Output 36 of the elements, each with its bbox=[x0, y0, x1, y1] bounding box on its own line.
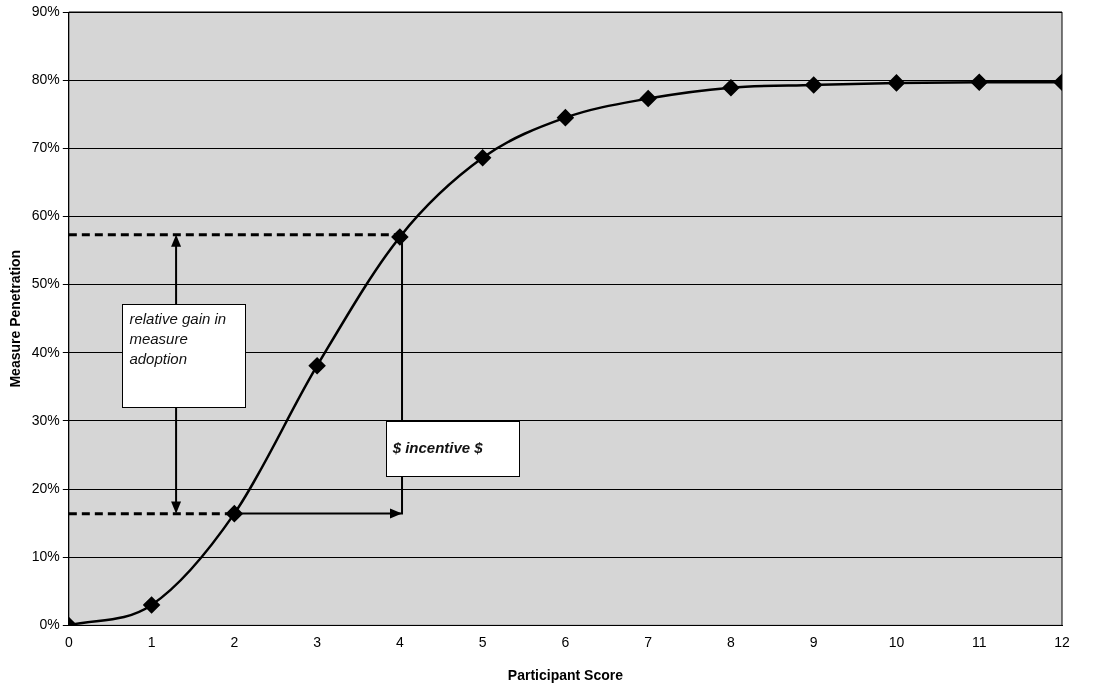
y-axis-title: Measure Penetration bbox=[7, 249, 24, 388]
point bbox=[639, 90, 657, 107]
x-tick-label: 2 bbox=[230, 633, 239, 650]
y-tick-label: 70% bbox=[31, 139, 60, 156]
y-tick-label: 40% bbox=[31, 343, 60, 360]
x-tick-label: 7 bbox=[644, 633, 653, 650]
x-tick-label: 8 bbox=[727, 633, 736, 650]
point bbox=[888, 74, 905, 92]
y-tick-label: 60% bbox=[31, 207, 60, 224]
x-tick-label: 5 bbox=[478, 633, 487, 650]
x-tick-label: 0 bbox=[64, 633, 73, 650]
x-tick-label: 1 bbox=[147, 633, 156, 650]
point bbox=[308, 357, 326, 374]
x-tick-label: 3 bbox=[313, 633, 322, 650]
text-box: relative gain in measure adoption bbox=[122, 304, 247, 409]
x-tick-label: 4 bbox=[395, 633, 404, 650]
y-tick-label: 30% bbox=[31, 411, 60, 428]
y-tick-label: 20% bbox=[31, 479, 60, 496]
y-tick-label: 50% bbox=[31, 275, 60, 292]
x-tick-label: 9 bbox=[809, 633, 818, 650]
y-tick-label: 10% bbox=[31, 548, 60, 565]
x-tick-label: 6 bbox=[561, 633, 570, 650]
x-tick-label: 11 bbox=[971, 633, 987, 650]
point bbox=[805, 76, 822, 94]
text-box: $ incentive $ bbox=[385, 420, 520, 477]
point bbox=[474, 149, 491, 167]
y-tick-label: 90% bbox=[31, 2, 60, 19]
x-axis-title: Participant Score bbox=[507, 667, 624, 684]
point bbox=[970, 73, 988, 91]
point bbox=[143, 596, 160, 614]
x-tick-label: 10 bbox=[888, 633, 905, 650]
y-tick-label: 0% bbox=[39, 616, 60, 633]
y-tick-label: 80% bbox=[31, 71, 60, 88]
point bbox=[557, 109, 574, 126]
point bbox=[722, 79, 740, 96]
x-tick-label: 12 bbox=[1054, 633, 1070, 650]
